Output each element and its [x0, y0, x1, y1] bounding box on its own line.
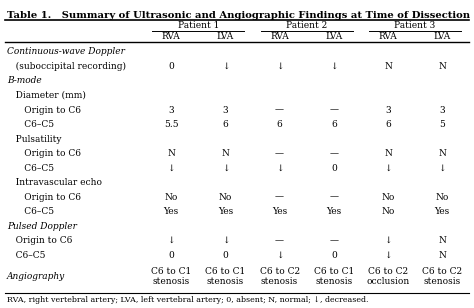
Text: 3: 3	[168, 106, 174, 115]
Text: ↓: ↓	[276, 164, 283, 172]
Text: B-mode: B-mode	[7, 76, 42, 86]
Text: 0: 0	[168, 251, 174, 260]
Text: Table 1.   Summary of Ultrasonic and Angiographic Findings at Time of Dissection: Table 1. Summary of Ultrasonic and Angio…	[7, 10, 470, 20]
Text: C6–C5: C6–C5	[7, 207, 54, 216]
Text: C6 to C1
stenosis: C6 to C1 stenosis	[151, 267, 191, 286]
Text: —: —	[329, 236, 338, 245]
Text: Patient 3: Patient 3	[394, 21, 436, 30]
Text: Yes: Yes	[435, 207, 450, 216]
Text: Origin to C6: Origin to C6	[7, 106, 81, 115]
Text: Yes: Yes	[164, 207, 179, 216]
Text: 5.5: 5.5	[164, 120, 179, 129]
Text: N: N	[384, 62, 392, 71]
Text: C6–C5: C6–C5	[7, 164, 54, 172]
Text: ↓: ↓	[384, 164, 392, 172]
Text: —: —	[329, 106, 338, 115]
Text: No: No	[164, 192, 178, 201]
Text: —: —	[275, 192, 284, 201]
Text: 0: 0	[331, 251, 337, 260]
Text: ↓: ↓	[222, 62, 229, 71]
Text: Origin to C6: Origin to C6	[7, 192, 81, 201]
Text: ↓: ↓	[222, 164, 229, 172]
Text: Pulsed Doppler: Pulsed Doppler	[7, 221, 77, 231]
Text: Patient 1: Patient 1	[178, 21, 219, 30]
Text: N: N	[438, 62, 446, 71]
Text: C6–C5: C6–C5	[7, 251, 46, 260]
Text: No: No	[219, 192, 232, 201]
Text: ↓: ↓	[330, 62, 337, 71]
Text: C6–C5: C6–C5	[7, 120, 54, 129]
Text: Intravascular echo: Intravascular echo	[7, 178, 102, 187]
Text: No: No	[436, 192, 449, 201]
Text: LVA: LVA	[217, 32, 234, 41]
Text: Continuous-wave Doppler: Continuous-wave Doppler	[7, 47, 125, 56]
Text: 0: 0	[331, 164, 337, 172]
Text: Origin to C6: Origin to C6	[7, 236, 73, 245]
Text: ↓: ↓	[384, 251, 392, 260]
Text: LVA: LVA	[434, 32, 451, 41]
Text: N: N	[438, 149, 446, 158]
Text: ↓: ↓	[222, 236, 229, 245]
Text: RVA: RVA	[379, 32, 397, 41]
Text: ↓: ↓	[438, 164, 446, 172]
Text: C6 to C2
stenosis: C6 to C2 stenosis	[422, 267, 462, 286]
Text: ↓: ↓	[167, 164, 175, 172]
Text: N: N	[167, 149, 175, 158]
Text: Pulsatility: Pulsatility	[7, 135, 62, 144]
Text: Diameter (mm): Diameter (mm)	[7, 91, 86, 100]
Text: 0: 0	[168, 62, 174, 71]
Text: 6: 6	[222, 120, 228, 129]
Text: 6: 6	[331, 120, 337, 129]
Text: ↓: ↓	[167, 236, 175, 245]
Text: C6 to C1
stenosis: C6 to C1 stenosis	[205, 267, 246, 286]
Text: —: —	[275, 236, 284, 245]
Text: Yes: Yes	[326, 207, 341, 216]
Text: 0: 0	[222, 251, 228, 260]
Text: N: N	[438, 251, 446, 260]
Text: ↓: ↓	[276, 62, 283, 71]
Text: 3: 3	[385, 106, 391, 115]
Text: N: N	[438, 236, 446, 245]
Text: 6: 6	[277, 120, 283, 129]
Text: 3: 3	[223, 106, 228, 115]
Text: 6: 6	[385, 120, 391, 129]
Text: 5: 5	[439, 120, 445, 129]
Text: C6 to C1
stenosis: C6 to C1 stenosis	[314, 267, 354, 286]
Text: N: N	[384, 149, 392, 158]
Text: No: No	[381, 207, 395, 216]
Text: —: —	[275, 106, 284, 115]
Text: —: —	[329, 149, 338, 158]
Text: RVA: RVA	[270, 32, 289, 41]
Text: Angiography: Angiography	[7, 272, 65, 281]
Text: C6 to C2
occlusion: C6 to C2 occlusion	[366, 267, 410, 286]
Text: Patient 2: Patient 2	[286, 21, 328, 30]
Text: RVA: RVA	[162, 32, 181, 41]
Text: Origin to C6: Origin to C6	[7, 149, 81, 158]
Text: —: —	[329, 192, 338, 201]
Text: RVA, right vertebral artery; LVA, left vertebral artery; 0, absent; N, normal; ↓: RVA, right vertebral artery; LVA, left v…	[7, 296, 369, 304]
Text: 3: 3	[439, 106, 445, 115]
Text: Yes: Yes	[218, 207, 233, 216]
Text: —: —	[275, 149, 284, 158]
Text: LVA: LVA	[325, 32, 342, 41]
Text: C6 to C2
stenosis: C6 to C2 stenosis	[260, 267, 300, 286]
Text: Yes: Yes	[272, 207, 287, 216]
Text: ↓: ↓	[276, 251, 283, 260]
Text: No: No	[381, 192, 395, 201]
Text: ↓: ↓	[384, 236, 392, 245]
Text: (suboccipital recording): (suboccipital recording)	[7, 62, 126, 71]
Text: N: N	[221, 149, 229, 158]
